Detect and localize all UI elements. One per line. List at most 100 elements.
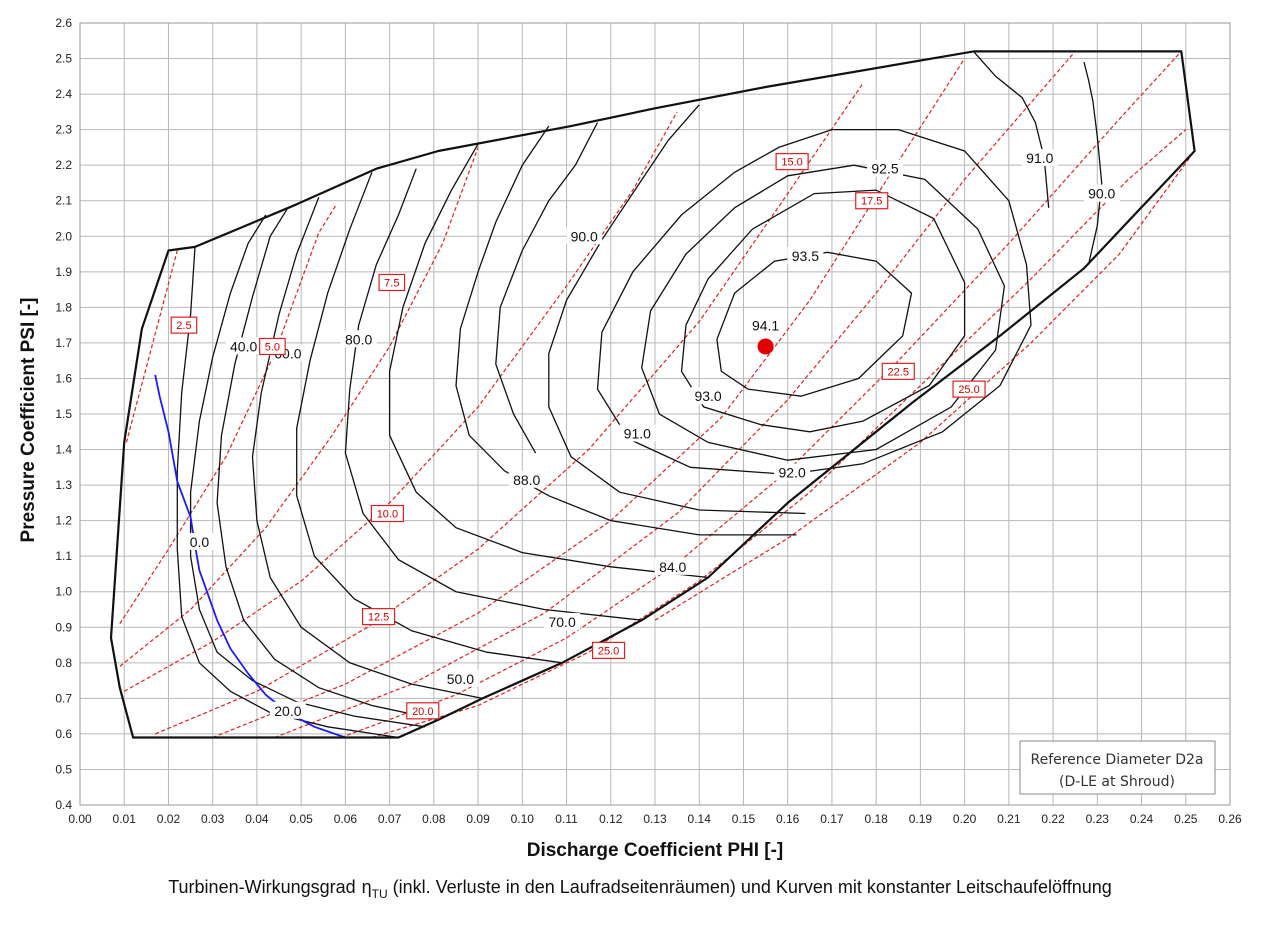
efficiency-label-40.0-bg — [225, 337, 262, 355]
caption-prefix: Turbinen-Wirkungsgrad — [168, 877, 355, 897]
x-tick-label: 0.14 — [688, 812, 712, 826]
efficiency-label-90.0: 90.0 — [571, 228, 598, 244]
caption-symbol: η — [362, 877, 372, 897]
y-tick-label: 1.2 — [55, 514, 72, 528]
efficiency-contour-91.0 — [548, 104, 806, 515]
efficiency-label-88.0: 88.0 — [513, 472, 540, 488]
efficiency-contour-50.0 — [216, 207, 439, 721]
y-tick-label: 2.1 — [55, 194, 72, 208]
opening-label: 25.0 — [958, 384, 979, 396]
efficiency-label-84.0-bg — [654, 557, 691, 575]
plot-area-border — [79, 22, 1231, 806]
efficiency-label-93.0: 93.0 — [694, 388, 721, 404]
x-tick-label: 0.11 — [555, 812, 578, 826]
efficiency-label-92.0: 92.0 — [778, 465, 805, 481]
x-tick-label: 0.20 — [953, 812, 977, 826]
x-tick-label: 0.09 — [466, 812, 490, 826]
y-tick-label: 1.6 — [55, 371, 72, 385]
caption-suffix: (inkl. Verluste in den Laufradseitenräum… — [388, 877, 1112, 897]
x-tick-label: 0.12 — [599, 812, 623, 826]
efficiency-label-88.0-bg — [508, 470, 545, 488]
operating-envelope — [109, 50, 1196, 739]
y-tick-label: 0.4 — [55, 798, 72, 812]
efficiency-contour-91.0 — [973, 50, 1050, 208]
y-tick-label: 2.5 — [55, 52, 72, 66]
efficiency-label-93.5: 93.5 — [792, 248, 819, 264]
opening-curve-17.5 — [274, 51, 1076, 739]
opening-curve-7.5 — [119, 147, 479, 667]
opening-label-box — [881, 362, 915, 380]
efficiency-label-92.5: 92.5 — [871, 161, 898, 177]
opening-curve-15.0 — [212, 58, 966, 739]
y-tick-label: 0.7 — [55, 691, 72, 705]
efficiency-label-80.0: 80.0 — [345, 331, 372, 347]
x-tick-label: 0.10 — [511, 812, 535, 826]
opening-label-box — [170, 316, 198, 334]
efficiency-label-93.0-bg — [690, 387, 727, 405]
plot-frame — [79, 22, 1231, 806]
y-tick-label: 1.3 — [55, 478, 72, 492]
efficiency-contour-84.0 — [388, 143, 709, 579]
reference-box: Reference Diameter D2a (D-LE at Shroud) — [1019, 740, 1216, 795]
efficiency-contour-20.0 — [176, 246, 399, 739]
opening-label-box — [952, 380, 986, 398]
y-tick-label: 2.3 — [55, 123, 72, 137]
opening-curve-20.0 — [340, 50, 1182, 739]
x-tick-label: 0.26 — [1218, 812, 1242, 826]
envelope-boundary — [109, 50, 1196, 739]
opening-label: 12.5 — [368, 612, 389, 624]
x-tick-label: 0.06 — [334, 812, 358, 826]
x-tick-label: 0.15 — [732, 812, 756, 826]
y-tick-label: 2.6 — [55, 16, 72, 30]
x-tick-label: 0.24 — [1130, 812, 1154, 826]
x-tick-label: 0.08 — [422, 812, 446, 826]
opening-label-box — [259, 337, 286, 356]
x-tick-label: 0.03 — [201, 812, 225, 826]
y-tick-label: 0.9 — [55, 620, 72, 634]
x-tick-label: 0.13 — [643, 812, 667, 826]
y-tick-label: 1.9 — [55, 265, 72, 279]
y-tick-label: 1.0 — [55, 585, 72, 599]
efficiency-label-91.0: 91.0 — [1026, 150, 1053, 166]
x-tick-label: 0.18 — [864, 812, 888, 826]
opening-label-box — [775, 153, 809, 171]
efficiency-contour-93.0 — [680, 189, 966, 433]
efficiency-contour-90.0 — [495, 122, 599, 454]
efficiency-label-90.0: 90.0 — [1088, 186, 1115, 202]
x-tick-label: 0.04 — [245, 812, 269, 826]
efficiency-label-zero: 0.0 — [190, 534, 210, 550]
x-tick-label: 0.22 — [1041, 812, 1065, 826]
efficiency-contour-92.5 — [641, 164, 1006, 461]
opening-label-box — [591, 641, 626, 659]
y-tick-label: 0.5 — [55, 762, 72, 776]
curve-labels: 93.5 93.0 92.5 92.0 91.0 91.0 90.0 90.0 88.0 84.0… — [170, 149, 1120, 720]
opening-curve-2.5 — [125, 250, 178, 443]
opening-label: 25.0 — [598, 645, 619, 657]
efficiency-label-zero-bg — [185, 532, 214, 550]
opening-label: 10.0 — [377, 509, 398, 521]
efficiency-contour-90.0 — [1083, 61, 1103, 265]
efficiency-label-91.0-bg — [1021, 149, 1058, 167]
reference-line-2: (D-LE at Shroud) — [1059, 774, 1175, 790]
x-tick-label: 0.05 — [289, 812, 313, 826]
efficiency-contour-93.5 — [716, 251, 913, 397]
opening-label-box — [855, 192, 889, 210]
x-tick-label: 0.02 — [157, 812, 181, 826]
efficiency-label-92.0-bg — [774, 463, 811, 481]
opening-label: 22.5 — [888, 366, 909, 378]
opening-label: 2.5 — [176, 320, 191, 332]
y-tick-label: 2.4 — [55, 87, 72, 101]
x-tick-label: 0.21 — [997, 812, 1021, 826]
efficiency-label-40.0: 40.0 — [230, 338, 257, 354]
efficiency-contour-80.0 — [344, 168, 642, 621]
efficiency-label-84.0: 84.0 — [659, 559, 686, 575]
efficiency-label-90.0-bg — [566, 227, 603, 245]
grid — [79, 22, 1231, 806]
opening-curve-5.0 — [119, 203, 338, 625]
efficiency-contour-60.0 — [251, 196, 483, 700]
reference-box-frame — [1019, 740, 1216, 795]
efficiency-label-70.0-bg — [544, 612, 581, 630]
axis-ticks: 0.00 0.01 0.02 0.03 0.04 0.05 0.06 0.07 0.08 0.09… — [55, 16, 1242, 826]
x-tick-label: 0.25 — [1174, 812, 1198, 826]
